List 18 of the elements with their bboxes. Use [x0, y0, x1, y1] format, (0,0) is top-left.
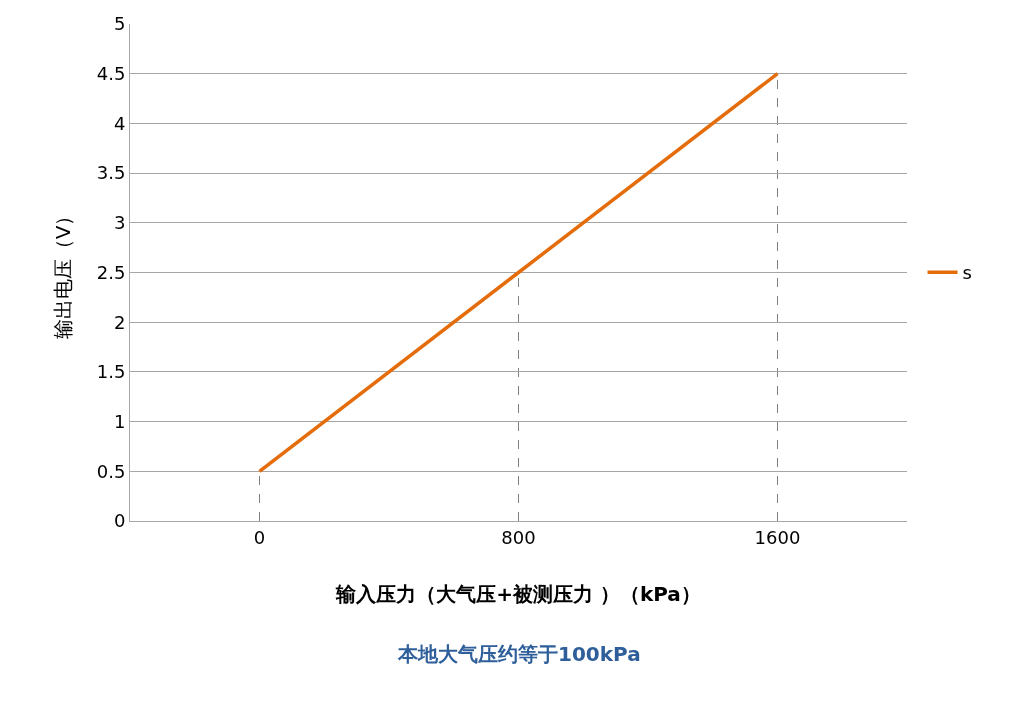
y-tick-label: 2.5	[96, 261, 126, 283]
x-tick-label: 1600	[754, 526, 801, 548]
y-tick-label: 3.5	[96, 162, 126, 184]
y-tick-label: 0	[113, 510, 126, 532]
y-tick-label: 1.5	[96, 361, 126, 383]
y-tick-label: 3	[113, 212, 126, 234]
y-tick-label: 0.5	[96, 460, 126, 482]
y-tick-label: 2	[113, 311, 126, 333]
x-tick-label: 800	[501, 526, 536, 548]
legend-label: s	[962, 262, 972, 284]
y-tick-label: 5	[113, 13, 126, 35]
y-tick-label: 4.5	[96, 63, 126, 84]
text: 本地大气压约等于100kPa	[397, 642, 641, 666]
y-tick-label: 1	[113, 410, 126, 432]
x-tick-label: 0	[253, 526, 266, 548]
y-axis-title: 输出电压（V）	[51, 205, 76, 340]
x-axis-title: 输入压力（大气压+被测压力 ）（kPa）	[335, 582, 701, 607]
y-tick-label: 4	[113, 112, 126, 134]
